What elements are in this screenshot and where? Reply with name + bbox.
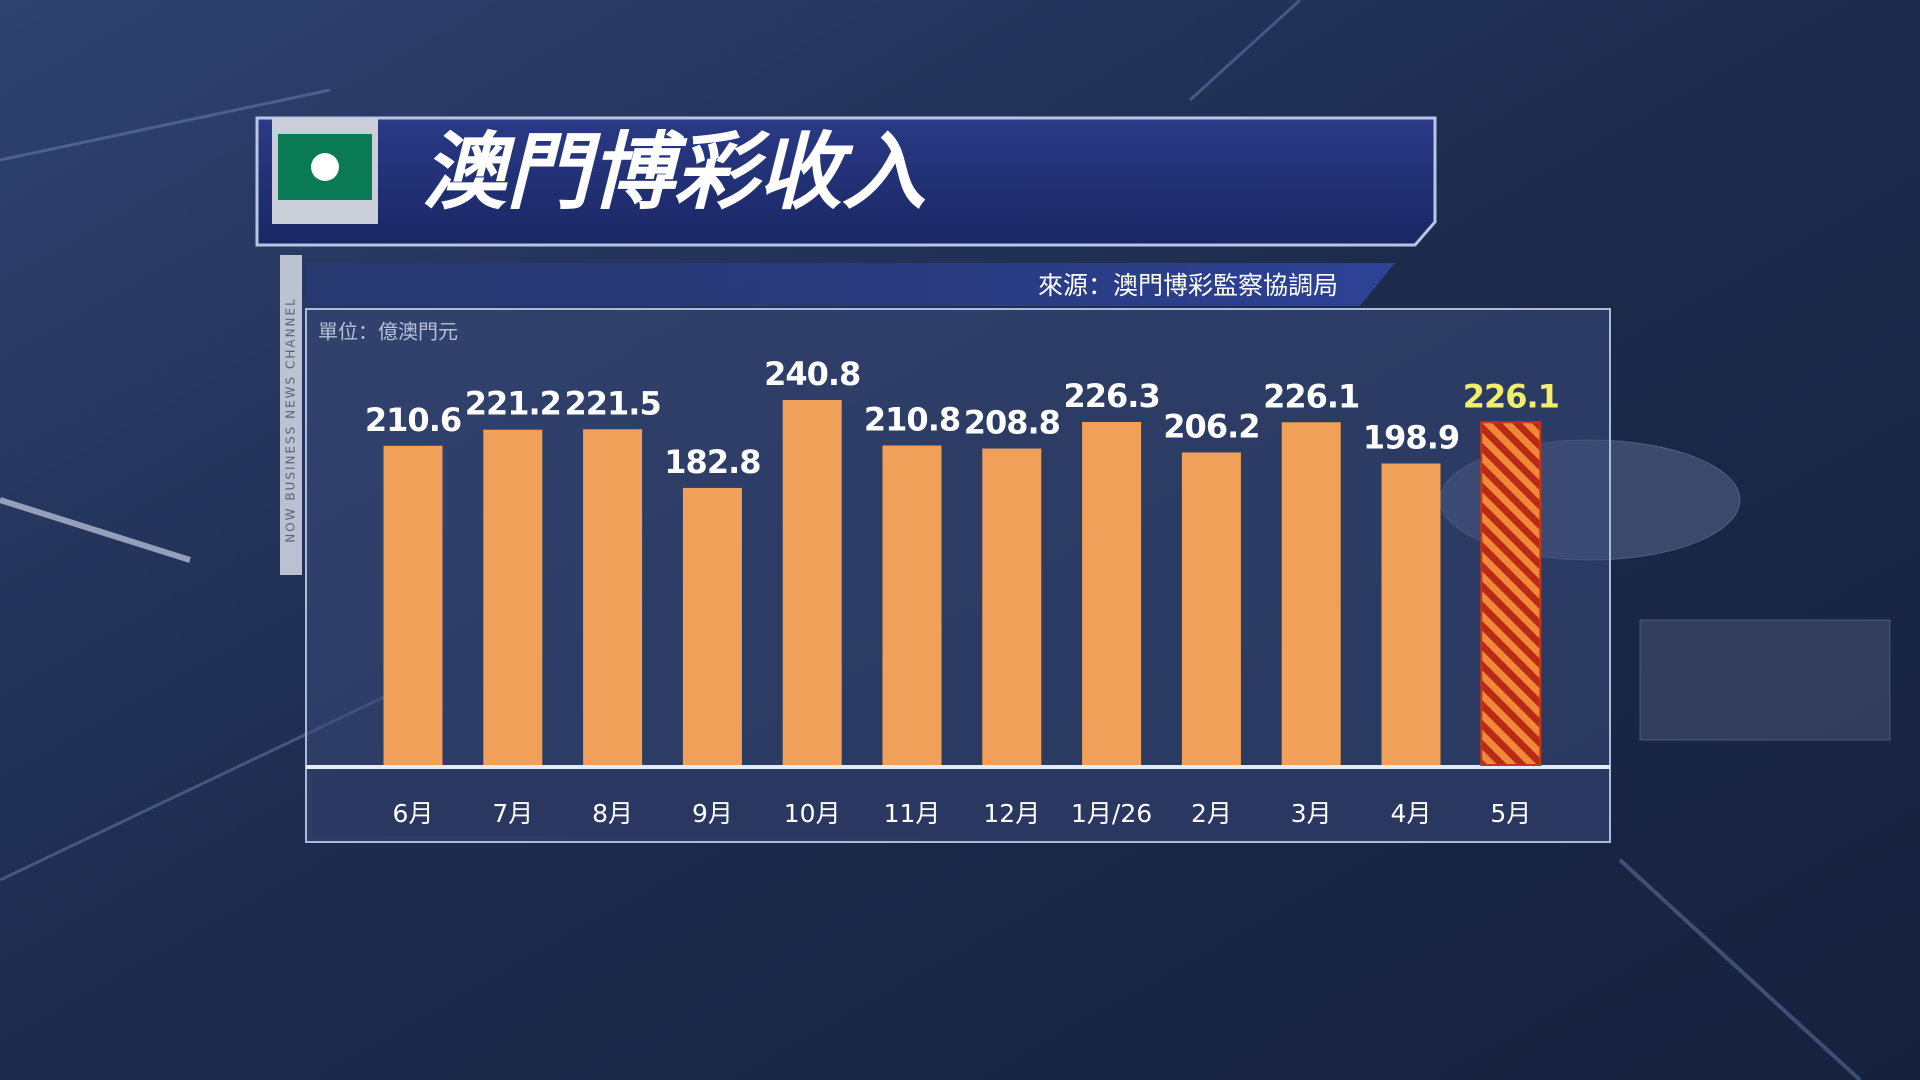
x-tick-label: 7月 <box>492 799 533 828</box>
unit-label: 單位：億澳門元 <box>318 320 458 344</box>
bar <box>882 445 942 765</box>
value-label: 182.8 <box>664 443 760 481</box>
x-tick-label: 6月 <box>393 799 434 828</box>
bar <box>682 487 742 765</box>
bar <box>1181 452 1241 765</box>
bar <box>782 400 842 765</box>
value-label: 226.1 <box>1263 377 1359 415</box>
flag-emblem <box>311 153 339 181</box>
value-label: 206.2 <box>1163 407 1259 445</box>
x-tick-label: 10月 <box>784 799 841 828</box>
value-label: 210.8 <box>864 400 960 438</box>
bar <box>1281 422 1341 765</box>
channel-strip <box>280 255 302 575</box>
x-tick-label: 1月/26 <box>1071 799 1152 828</box>
value-label: 221.2 <box>465 385 561 423</box>
x-tick-label: 12月 <box>983 799 1040 828</box>
channel-text: NOW BUSINESS NEWS CHANNEL <box>284 297 298 543</box>
value-label: 208.8 <box>964 404 1060 442</box>
bar <box>583 429 643 765</box>
x-tick-label: 4月 <box>1391 799 1432 828</box>
bar <box>982 448 1042 765</box>
x-tick-label: 11月 <box>884 799 941 828</box>
bar <box>1381 463 1441 765</box>
x-tick-label: 2月 <box>1191 799 1232 828</box>
value-label: 240.8 <box>764 355 860 393</box>
bar <box>383 445 443 765</box>
bar <box>483 429 543 765</box>
chart-title: 澳門博彩收入 <box>422 123 926 221</box>
source: 來源：澳門博彩監察協調局 <box>1038 271 1338 300</box>
x-tick-label: 9月 <box>692 799 733 828</box>
x-tick-label: 8月 <box>592 799 633 828</box>
x-tick-label: 3月 <box>1291 799 1332 828</box>
value-label: 226.1 <box>1463 377 1559 415</box>
source-bar <box>306 263 1395 306</box>
value-label: 210.6 <box>365 401 461 439</box>
value-label: 198.9 <box>1363 419 1459 457</box>
bar <box>1480 421 1542 766</box>
x-axis-band <box>312 771 1604 836</box>
title-banner <box>255 116 1437 247</box>
value-label: 226.3 <box>1063 377 1159 415</box>
value-label: 221.5 <box>564 384 660 422</box>
bar <box>1082 421 1142 765</box>
x-tick-label: 5月 <box>1490 799 1531 828</box>
